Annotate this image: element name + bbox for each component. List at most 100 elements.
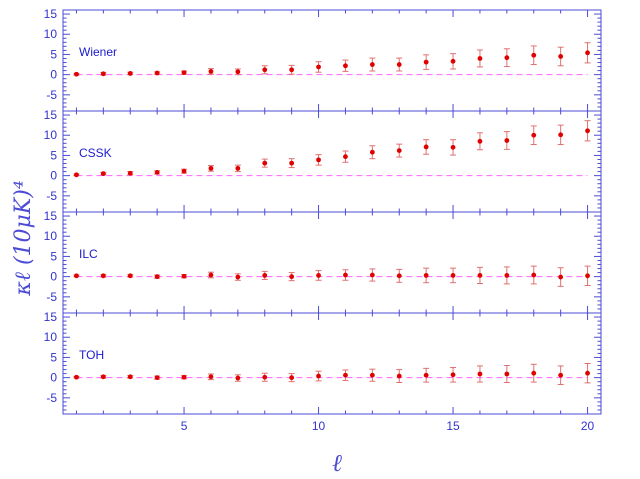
data-point (423, 59, 429, 65)
data-point (74, 172, 79, 178)
data-point (585, 370, 590, 376)
data-point (477, 371, 483, 377)
panel-cssk: -5 0 5 10 15 CSSK (44, 108, 602, 213)
y-tick-label: 10 (44, 229, 58, 243)
y-tick-label: 15 (44, 310, 58, 324)
data-point (396, 148, 402, 153)
x-tick-label: 15 (446, 419, 460, 433)
y-tick-label: 10 (44, 330, 58, 344)
data-point (558, 54, 564, 59)
y-tick-label: 10 (44, 128, 58, 142)
data-point (396, 273, 402, 279)
data-point (343, 63, 348, 69)
y-tick-label: 0 (50, 371, 57, 385)
y-tick-label: 5 (50, 350, 57, 364)
data-point (585, 128, 590, 134)
y-tick-label: -5 (46, 189, 57, 203)
y-tick-label: -5 (46, 290, 57, 304)
data-point (450, 144, 456, 150)
panel-wiener: -5 0 5 10 15 Wiener (44, 7, 602, 112)
y-tick-label: 0 (50, 169, 57, 183)
x-tick-label: 10 (312, 419, 326, 433)
data-point (531, 272, 537, 278)
data-point (100, 171, 106, 177)
panel-label: TOH (79, 348, 104, 362)
data-point (343, 154, 348, 160)
data-point (316, 273, 321, 278)
panel-toh: -5 0 5 10 15 TOH (44, 310, 602, 415)
data-point (369, 372, 375, 378)
data-point (262, 67, 268, 73)
data-point (558, 372, 564, 378)
data-point (208, 165, 214, 171)
data-point (208, 374, 214, 380)
data-point (154, 375, 160, 381)
y-tick-label: 0 (50, 68, 57, 82)
y-tick-label: 15 (44, 209, 58, 223)
data-point (100, 374, 106, 380)
panel-frame (62, 9, 602, 112)
data-point (477, 138, 483, 144)
data-point (181, 168, 187, 174)
y-axis-label: 𝜅ℓ (10μK)⁴ (11, 180, 36, 296)
panel-frame (62, 211, 602, 314)
data-point (396, 373, 402, 379)
data-point (74, 374, 79, 380)
data-point (504, 138, 510, 143)
y-tick-label: 0 (50, 270, 57, 284)
data-point (289, 67, 295, 73)
panel-ilc: -5 0 5 10 15 ILC (44, 209, 602, 314)
data-point (181, 70, 187, 76)
data-point (181, 273, 187, 279)
y-tick-label: 15 (44, 108, 58, 122)
data-point (127, 170, 133, 176)
data-point (585, 273, 590, 279)
data-point (316, 373, 321, 379)
y-tick-label: 10 (44, 27, 58, 41)
data-point (181, 374, 187, 380)
data-point (531, 52, 537, 58)
data-point (316, 157, 321, 163)
data-point (558, 274, 564, 280)
data-point (289, 274, 295, 280)
data-point (504, 273, 510, 278)
y-tick-label: 5 (50, 249, 57, 263)
x-axis-label: ℓ (332, 449, 342, 477)
data-point (235, 69, 241, 75)
y-tick-label: -5 (46, 391, 57, 405)
data-point (154, 170, 160, 175)
x-tick-label: 20 (581, 419, 595, 433)
data-point (531, 132, 537, 138)
data-point (369, 272, 375, 278)
data-point (343, 272, 348, 278)
data-point (316, 64, 321, 70)
data-point (74, 273, 79, 279)
data-point (423, 372, 429, 378)
data-point (289, 375, 295, 381)
data-point (477, 56, 483, 61)
data-point (154, 274, 160, 280)
data-point (262, 273, 268, 278)
panel-label: Wiener (79, 45, 117, 59)
data-point (450, 58, 456, 64)
y-tick-label: 5 (50, 148, 57, 162)
data-point (504, 55, 510, 61)
data-point (127, 374, 133, 380)
chart-panels: -5 0 5 10 15 Wiener -5 0 5 10 15 CSSK -5 0 5 10 15 ILC -5 0… (44, 7, 602, 415)
x-tick-label: 5 (181, 419, 188, 433)
y-tick-label: -5 (46, 88, 57, 102)
data-point (450, 273, 456, 278)
data-point (369, 149, 375, 155)
data-point (127, 273, 133, 279)
y-tick-label: 5 (50, 47, 57, 61)
data-point (369, 62, 375, 67)
data-point (100, 71, 106, 77)
data-point (208, 272, 214, 278)
data-point (262, 160, 268, 166)
data-point (531, 370, 537, 376)
data-point (343, 372, 348, 378)
data-point (289, 160, 295, 166)
data-point (585, 50, 590, 56)
data-point (450, 372, 456, 378)
x-axis-tick-labels: 5 10 15 20 (181, 419, 595, 433)
